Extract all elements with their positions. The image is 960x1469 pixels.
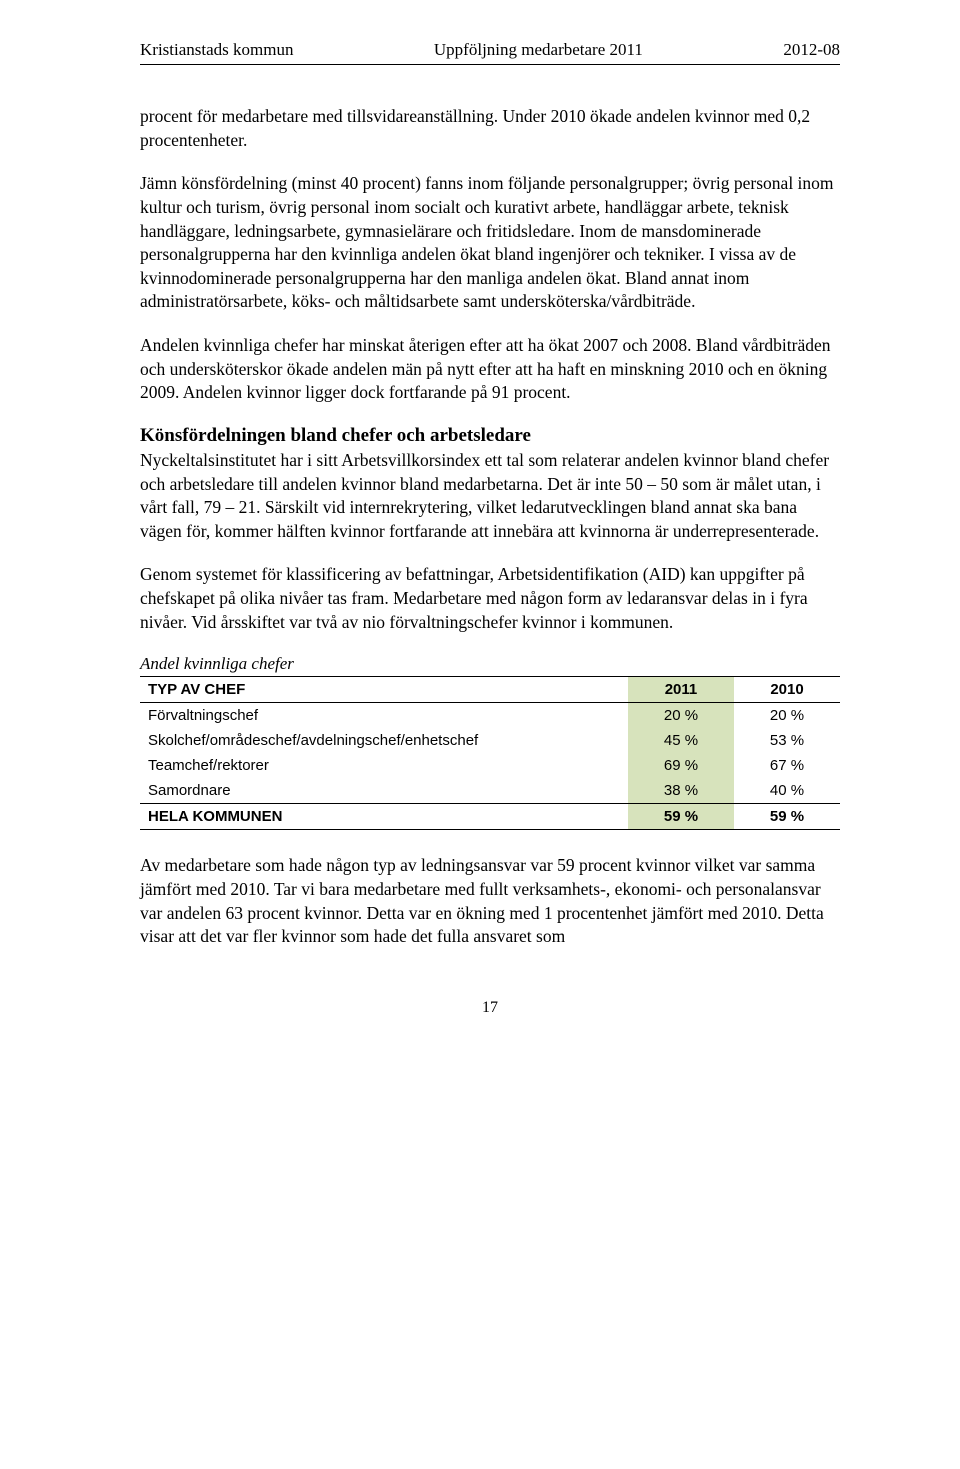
col-2011: 2011 <box>628 677 734 703</box>
header-left: Kristianstads kommun <box>140 40 293 60</box>
table-caption: Andel kvinnliga chefer <box>140 654 840 674</box>
cell-2010: 40 % <box>734 778 840 804</box>
paragraph: Av medarbetare som hade någon typ av led… <box>140 854 840 949</box>
cell-2010: 67 % <box>734 753 840 778</box>
table-row: Skolchef/områdeschef/avdelningschef/enhe… <box>140 728 840 753</box>
paragraph: Jämn könsfördelning (minst 40 procent) f… <box>140 172 840 314</box>
cell-2010: 53 % <box>734 728 840 753</box>
cell-2011: 20 % <box>628 703 734 729</box>
paragraph: Andelen kvinnliga chefer har minskat åte… <box>140 334 840 405</box>
header-right: 2012-08 <box>783 40 840 60</box>
paragraph: Genom systemet för klassificering av bef… <box>140 563 840 634</box>
body-text: procent för medarbetare med tillsvidarea… <box>140 105 840 949</box>
table-row: Samordnare 38 % 40 % <box>140 778 840 804</box>
header-center: Uppföljning medarbetare 2011 <box>434 40 643 60</box>
cell-label: Samordnare <box>140 778 628 804</box>
paragraph: Nyckeltalsinstitutet har i sitt Arbetsvi… <box>140 449 840 544</box>
cell-2011: 45 % <box>628 728 734 753</box>
page-number: 17 <box>140 999 840 1017</box>
header-rule <box>140 64 840 65</box>
col-type: TYP AV CHEF <box>140 677 628 703</box>
chef-table: TYP AV CHEF 2011 2010 Förvaltningschef 2… <box>140 676 840 830</box>
cell-2011: 69 % <box>628 753 734 778</box>
section-heading: Könsfördelningen bland chefer och arbets… <box>140 425 840 447</box>
cell-label: HELA KOMMUNEN <box>140 804 628 830</box>
cell-label: Skolchef/områdeschef/avdelningschef/enhe… <box>140 728 628 753</box>
table-total-row: HELA KOMMUNEN 59 % 59 % <box>140 804 840 830</box>
cell-label: Teamchef/rektorer <box>140 753 628 778</box>
table-header-row: TYP AV CHEF 2011 2010 <box>140 677 840 703</box>
cell-2010: 20 % <box>734 703 840 729</box>
cell-2011: 38 % <box>628 778 734 804</box>
col-2010: 2010 <box>734 677 840 703</box>
cell-label: Förvaltningschef <box>140 703 628 729</box>
cell-2010: 59 % <box>734 804 840 830</box>
paragraph: procent för medarbetare med tillsvidarea… <box>140 105 840 152</box>
cell-2011: 59 % <box>628 804 734 830</box>
table-row: Förvaltningschef 20 % 20 % <box>140 703 840 729</box>
page: Kristianstads kommun Uppföljning medarbe… <box>0 0 960 1077</box>
table-row: Teamchef/rektorer 69 % 67 % <box>140 753 840 778</box>
page-header: Kristianstads kommun Uppföljning medarbe… <box>140 40 840 60</box>
